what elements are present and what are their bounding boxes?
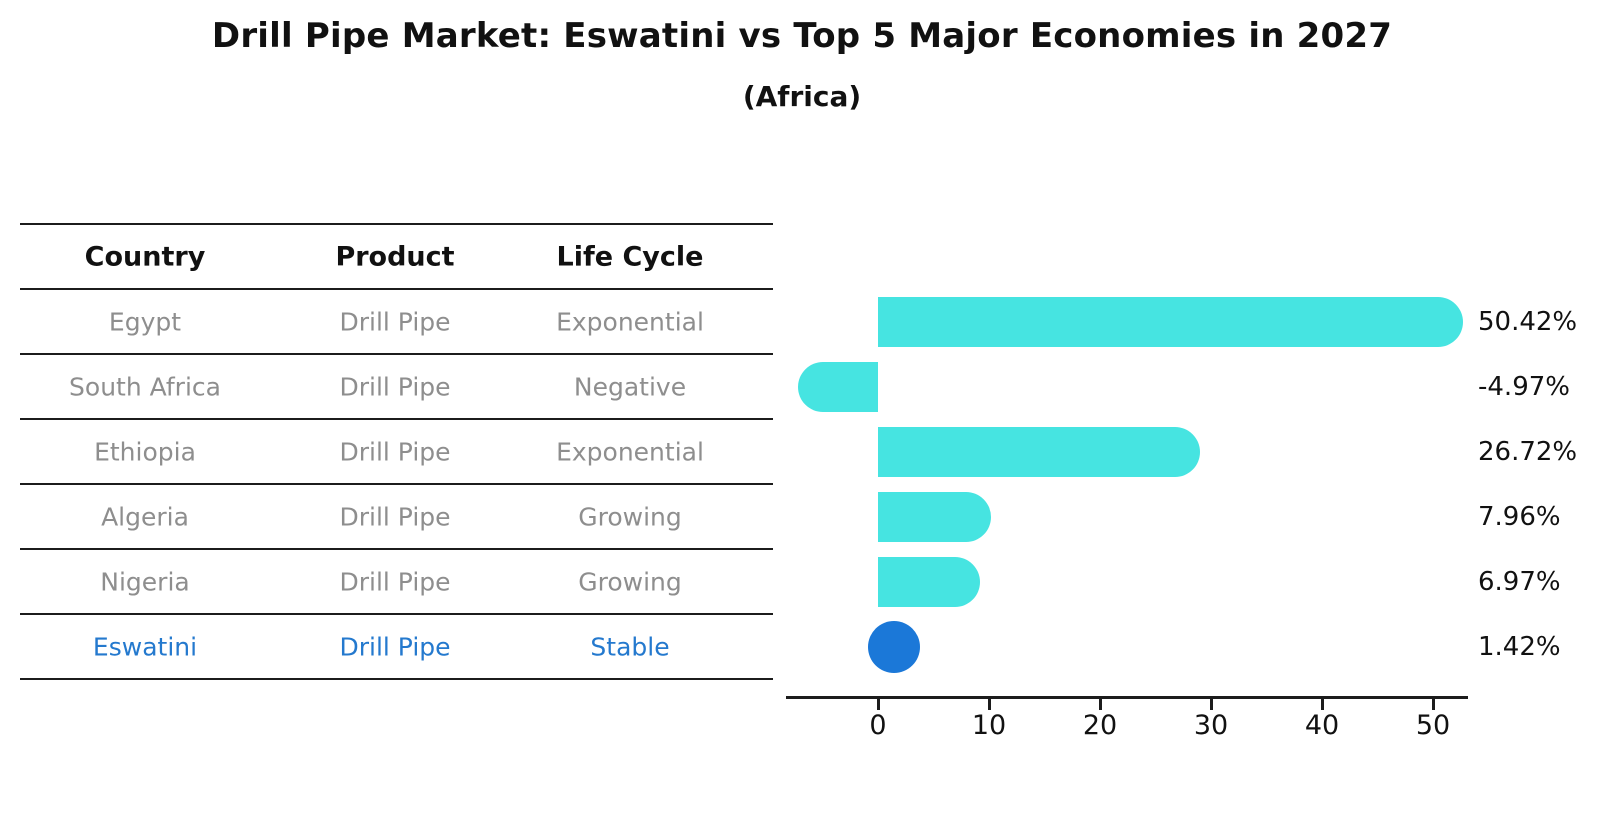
table-cell-country: Nigeria <box>100 567 190 596</box>
y-tick <box>757 613 772 615</box>
table-cell-product: Drill Pipe <box>339 437 451 466</box>
x-tick-label: 0 <box>869 710 887 741</box>
table-cell-product: Drill Pipe <box>339 502 451 531</box>
value-label: 6.97% <box>1478 566 1561 597</box>
y-tick <box>757 353 772 355</box>
value-label: 1.42% <box>1478 631 1561 662</box>
table-cell-life_cycle: Negative <box>573 372 687 401</box>
table-cell-country: Algeria <box>101 502 189 531</box>
table-line <box>20 288 773 290</box>
x-tick <box>1098 699 1102 710</box>
table-line <box>20 223 773 225</box>
x-tick-label: 40 <box>1304 710 1340 741</box>
table-cell-life_cycle: Growing <box>578 502 682 531</box>
chart-subtitle: (Africa) <box>742 80 862 113</box>
value-label: 7.96% <box>1478 501 1561 532</box>
table-line <box>20 613 773 615</box>
table-cell-life_cycle: Exponential <box>556 307 704 336</box>
y-tick <box>757 288 772 290</box>
table-line <box>20 483 773 485</box>
table-header-product: Product <box>335 241 455 272</box>
y-tick <box>757 418 772 420</box>
table-cell-product: Drill Pipe <box>339 567 451 596</box>
table-cell-country: South Africa <box>69 372 221 401</box>
y-tick <box>757 678 772 680</box>
x-tick-label: 20 <box>1082 710 1118 741</box>
bar-algeria <box>878 491 992 542</box>
table-cell-product: Drill Pipe <box>339 632 451 661</box>
x-tick-label: 10 <box>971 710 1007 741</box>
bar-egypt <box>878 296 1463 347</box>
table-line <box>20 678 773 680</box>
x-tick-label: 50 <box>1415 710 1451 741</box>
table-cell-product: Drill Pipe <box>339 372 451 401</box>
table-header-country: Country <box>84 241 206 272</box>
value-label: 26.72% <box>1478 436 1578 467</box>
x-tick <box>876 699 880 710</box>
y-tick <box>757 548 772 550</box>
table-line <box>20 353 773 355</box>
highlight-dot-eswatini <box>867 620 920 673</box>
x-tick <box>1320 699 1324 710</box>
value-label: 50.42% <box>1478 306 1578 337</box>
chart-title: Drill Pipe Market: Eswatini vs Top 5 Maj… <box>211 16 1393 56</box>
bar-south-africa <box>797 361 878 412</box>
table-cell-product: Drill Pipe <box>339 307 451 336</box>
x-tick-label: 30 <box>1193 710 1229 741</box>
table-cell-country: Eswatini <box>92 632 198 661</box>
bar-ethiopia <box>878 426 1200 477</box>
table-cell-country: Ethiopia <box>94 437 196 466</box>
x-tick <box>1431 699 1435 710</box>
table-cell-country: Egypt <box>108 307 182 336</box>
table-cell-life_cycle: Stable <box>590 632 670 661</box>
x-tick <box>987 699 991 710</box>
table-cell-life_cycle: Growing <box>578 567 682 596</box>
value-label: -4.97% <box>1478 371 1570 402</box>
bar-nigeria <box>878 556 981 607</box>
table-line <box>20 418 773 420</box>
x-tick <box>1209 699 1213 710</box>
x-axis-line <box>786 696 1468 699</box>
table-line <box>20 548 773 550</box>
table-header-life-cycle: Life Cycle <box>556 241 704 272</box>
table-cell-life_cycle: Exponential <box>556 437 704 466</box>
y-tick <box>757 483 772 485</box>
